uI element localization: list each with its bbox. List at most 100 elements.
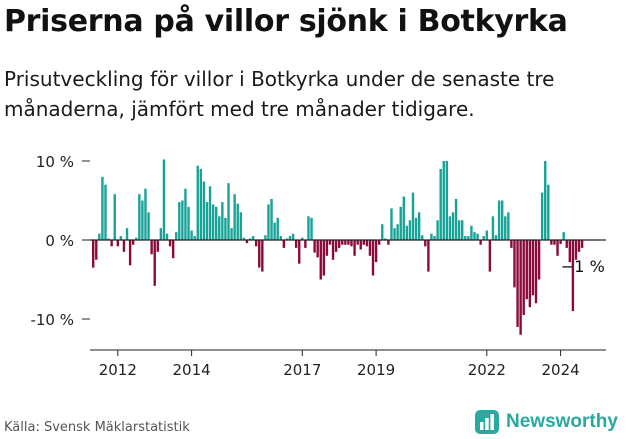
bar [537,240,541,280]
y-tick-label: 10 % [36,153,74,171]
newsworthy-logo-icon [475,410,499,434]
bar [144,188,147,240]
bar [371,240,375,276]
bar [461,220,464,240]
bar [264,235,267,240]
bar [356,240,359,245]
bar [467,236,470,240]
bar [325,240,329,256]
bar [417,212,421,240]
bar [476,233,479,240]
bar [199,168,203,240]
bar [553,240,556,245]
bar [276,217,279,240]
bar [147,212,150,240]
bar [119,236,123,240]
bar [196,165,199,240]
y-axis-ticks: 10 % 0 % -10 % [30,153,90,329]
bar [479,240,482,245]
bar [125,228,129,240]
bar [513,240,516,288]
bar [510,240,513,248]
bar [451,212,455,240]
bar [550,240,553,245]
bar [245,240,249,244]
bar [396,224,399,240]
chart-title: Priserna på villor sjönk i Botkyrka [4,4,568,39]
bar [547,184,550,240]
price-change-bar-chart: 10 % 0 % -10 % 2012 2014 2017 2019 2022 2024 −1… [30,153,606,379]
bar [414,217,418,240]
bar [368,240,372,256]
bar [301,237,304,240]
x-tick-label: 2019 [357,361,395,379]
bar [279,236,282,240]
bar [104,184,107,240]
y-tick-label: -10 % [30,311,74,329]
newsworthy-logo[interactable]: Newsworthy [474,408,628,436]
bar [473,232,476,240]
bar [331,240,335,260]
bar [138,194,141,240]
newsworthy-logo-text: Newsworthy [506,411,618,432]
bar [580,240,584,248]
bar [439,168,442,240]
bar [92,240,95,268]
bar [221,202,224,240]
bar [328,240,332,245]
bar [128,240,132,266]
bar [215,206,218,240]
bar [307,216,310,240]
bar [528,240,532,308]
bar [362,240,365,245]
bar [122,240,126,252]
bar [534,240,538,304]
bar [574,240,578,260]
bar [116,240,119,247]
bar [236,203,239,240]
bar [165,233,169,240]
bar [556,240,559,256]
bar [565,240,568,248]
bar [454,198,458,240]
x-tick-label: 2022 [468,361,506,379]
bar [190,230,193,240]
bar [365,240,369,247]
bar [405,225,409,240]
bar [285,238,289,240]
bar [482,236,485,240]
bar [507,212,510,240]
bar [491,216,495,240]
bar [544,161,547,240]
bar [464,236,467,240]
bar [248,238,252,240]
chart-subtitle: Prisutveckling för villor i Botkyrka und… [4,67,555,121]
bar [131,240,135,245]
bar [208,186,212,240]
bar [421,235,424,240]
bar [359,240,362,250]
bar [107,238,110,240]
bar [153,240,156,286]
y-tick-label: 0 % [45,232,74,250]
bar [101,176,104,240]
bar [171,240,175,259]
bar [393,228,396,240]
last-value-label: −1 % [561,257,605,276]
x-tick-label: 2017 [283,361,321,379]
x-tick-label: 2012 [99,361,137,379]
bar [424,240,427,247]
bar [540,192,544,240]
bar [525,240,528,300]
bar [239,212,242,240]
bar [344,240,347,245]
bar [313,240,316,253]
bar [187,206,190,240]
bar [353,240,356,256]
bar [442,161,445,240]
bar [316,240,319,258]
bar [273,222,276,240]
bar [254,240,258,247]
bar [291,233,295,240]
bar [485,230,488,240]
